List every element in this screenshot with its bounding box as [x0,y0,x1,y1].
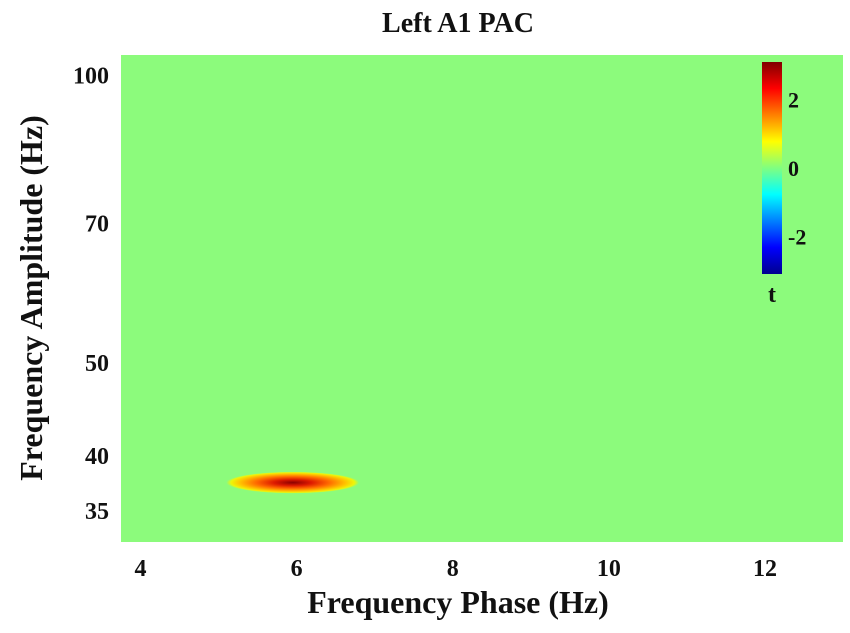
y-axis-label: Frequency Amplitude (Hz) [13,115,49,481]
colorbar-tick-label: -2 [788,224,806,249]
colorbar-ticks: 2 0 -2 [788,88,806,250]
x-tick-label: 10 [597,556,621,582]
y-tick-label: 100 [73,63,109,89]
significant-pac-cluster-layer [226,471,360,494]
pac-cluster-1 [226,471,360,494]
y-axis: 35 40 50 70 100 [73,63,109,525]
x-tick-label: 6 [291,556,303,582]
colorbar-tick-label: 0 [788,156,799,181]
y-tick-label: 50 [85,351,109,377]
x-tick-label: 4 [135,556,147,582]
x-axis-label: Frequency Phase (Hz) [307,584,609,620]
x-tick-label: 12 [753,556,777,582]
colorbar-tick-label: 2 [788,88,799,113]
y-tick-label: 70 [85,211,109,237]
colorbar [762,62,782,274]
heatmap-plot-area [121,55,843,542]
chart-title: Left A1 PAC [382,8,534,39]
x-tick-label: 8 [447,556,459,582]
y-tick-label: 35 [85,499,109,525]
x-axis: 4 6 8 10 12 [135,556,777,582]
y-tick-label: 40 [85,444,109,470]
colorbar-label: t [768,282,776,308]
